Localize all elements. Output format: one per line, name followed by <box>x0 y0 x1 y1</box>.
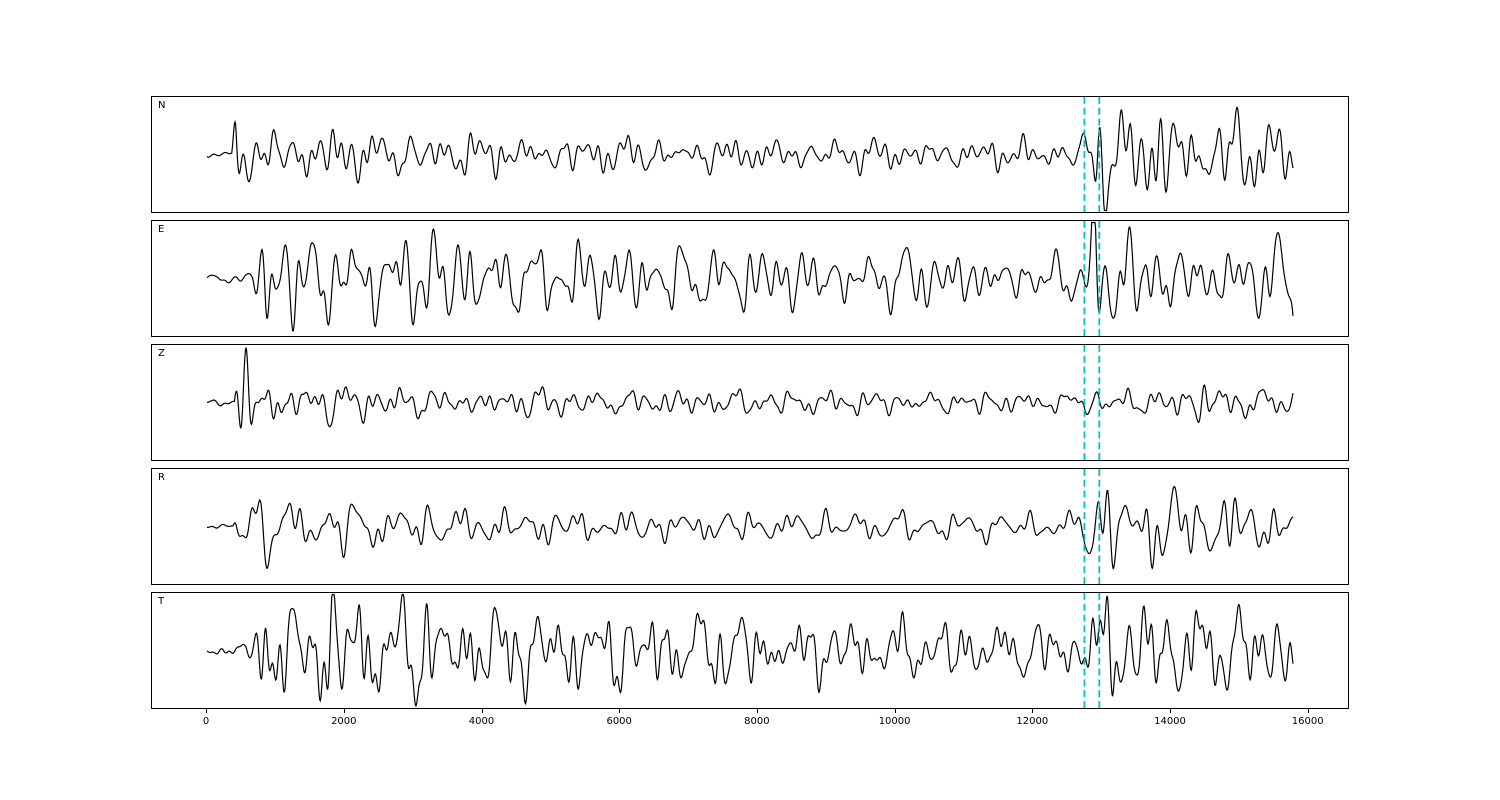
waveform-trace <box>206 485 1294 570</box>
x-tick-mark <box>894 709 896 713</box>
x-tick-label: 4000 <box>468 716 495 727</box>
x-tick-label: 0 <box>202 716 210 727</box>
waveform-plot-r <box>206 469 1294 584</box>
x-tick-label: 12000 <box>1016 716 1049 727</box>
waveform-trace <box>206 106 1294 212</box>
channel-label-n: N <box>158 100 166 111</box>
x-tick-mark <box>1032 709 1034 713</box>
subplot-channel-e: E <box>151 220 1349 337</box>
waveform-plot-n <box>206 97 1294 212</box>
x-tick-mark <box>1170 709 1171 713</box>
waveform-plot-e <box>206 221 1294 336</box>
subplot-channel-n: N <box>151 96 1349 213</box>
subplot-channel-z: Z <box>151 344 1349 461</box>
x-tick-mark <box>206 709 208 713</box>
subplot-channel-t: T <box>151 592 1349 709</box>
x-tick-label: 16000 <box>1291 716 1324 727</box>
x-tick-label: 14000 <box>1154 716 1186 727</box>
x-tick-mark <box>481 709 483 713</box>
waveform-trace <box>206 347 1294 429</box>
channel-label-r: R <box>158 472 165 483</box>
x-tick-mark <box>619 709 621 713</box>
waveform-trace <box>206 593 1294 708</box>
x-tick-label: 8000 <box>744 716 770 727</box>
waveform-plot-z <box>206 345 1294 460</box>
x-tick-label: 2000 <box>331 716 357 727</box>
x-tick-label: 10000 <box>878 716 911 727</box>
channel-label-z: Z <box>158 348 165 359</box>
x-tick-mark <box>1307 709 1309 713</box>
channel-label-e: E <box>158 224 165 235</box>
x-tick-mark <box>343 709 345 713</box>
x-tick-mark <box>756 709 758 713</box>
waveform-trace <box>206 221 1294 332</box>
waveform-plot-t <box>206 593 1294 708</box>
subplot-channel-r: R <box>151 468 1349 585</box>
x-tick-label: 6000 <box>606 716 632 727</box>
channel-label-t: T <box>158 596 165 607</box>
